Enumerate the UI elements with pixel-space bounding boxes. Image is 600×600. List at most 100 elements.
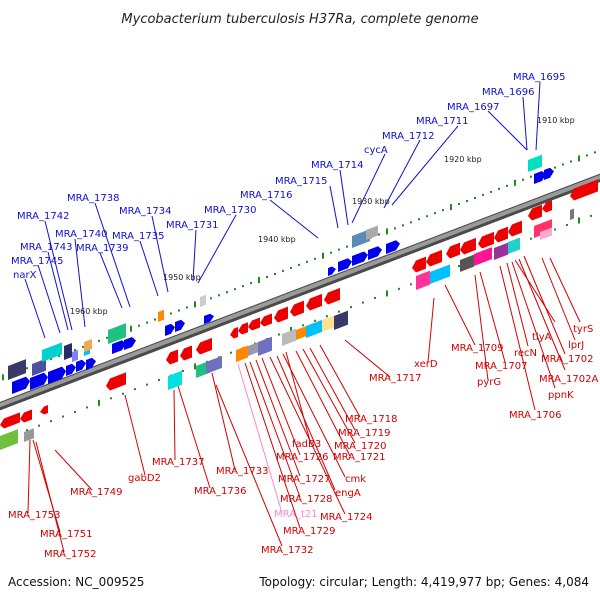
gene-box[interactable] xyxy=(24,428,34,442)
gene-box[interactable] xyxy=(32,358,46,376)
gene-label-mra-1696[interactable]: MRA_1696 xyxy=(482,87,534,98)
gene-box[interactable] xyxy=(570,208,574,220)
gene-label-enga[interactable]: engA xyxy=(335,488,361,499)
gene-label-xerd[interactable]: xerD xyxy=(414,359,438,370)
gene-label-mra-1737[interactable]: MRA_1737 xyxy=(152,457,204,468)
gene-label-mra-1717[interactable]: MRA_1717 xyxy=(369,373,421,384)
gene-label-mra-1719[interactable]: MRA_1719 xyxy=(338,428,390,439)
gene-arrow[interactable] xyxy=(238,322,248,335)
gene-box[interactable] xyxy=(0,429,18,450)
gene-label-mra-1742[interactable]: MRA_1742 xyxy=(17,211,69,222)
gene-arrow[interactable] xyxy=(306,293,322,311)
gene-label-mra-1751[interactable]: MRA_1751 xyxy=(40,529,92,540)
gene-label-mra-1695[interactable]: MRA_1695 xyxy=(513,72,565,83)
gene-label-pyrg[interactable]: pyrG xyxy=(477,377,501,388)
gene-arrow[interactable] xyxy=(426,249,442,267)
gene-arrow[interactable] xyxy=(175,319,185,332)
gene-box[interactable] xyxy=(72,349,78,362)
gene-label-mra-1739[interactable]: MRA_1739 xyxy=(76,243,128,254)
gene-label-mra-1740[interactable]: MRA_1740 xyxy=(55,229,107,240)
gene-arrow[interactable] xyxy=(508,220,522,237)
gene-arrow[interactable] xyxy=(112,340,126,354)
gene-label-mra-1749[interactable]: MRA_1749 xyxy=(70,487,122,498)
gene-arrow[interactable] xyxy=(196,337,212,355)
gene-box[interactable] xyxy=(84,338,92,352)
gene-label-recn[interactable]: recN xyxy=(514,348,537,359)
gene-box[interactable] xyxy=(158,309,164,322)
gene-label-mra-1727[interactable]: MRA_1727 xyxy=(278,474,330,485)
gene-label-mra-1707[interactable]: MRA_1707 xyxy=(475,361,527,372)
gene-label-mra-1733[interactable]: MRA_1733 xyxy=(216,466,268,477)
gene-label-mra-1735[interactable]: MRA_1735 xyxy=(112,231,164,242)
gene-arrow[interactable] xyxy=(260,313,272,327)
gene-label-mra-1712[interactable]: MRA_1712 xyxy=(382,131,434,142)
gene-box[interactable] xyxy=(84,349,90,356)
gene-label-mra-1734[interactable]: MRA_1734 xyxy=(119,206,171,217)
gene-label-mra-1738[interactable]: MRA_1738 xyxy=(67,193,119,204)
gene-arrow[interactable] xyxy=(20,409,32,423)
gene-label-tlya[interactable]: tlyA xyxy=(532,332,552,343)
gene-label-mra-1697[interactable]: MRA_1697 xyxy=(447,102,499,113)
gene-label-mra-1753[interactable]: MRA_1753 xyxy=(8,510,60,521)
gene-arrow[interactable] xyxy=(86,357,96,370)
gene-box[interactable] xyxy=(540,227,552,240)
gene-label-mra-1736[interactable]: MRA_1736 xyxy=(194,486,246,497)
gene-label-mra-1720[interactable]: MRA_1720 xyxy=(334,441,386,452)
gene-arrow[interactable] xyxy=(544,167,554,180)
gene-label-gabd2[interactable]: gabD2 xyxy=(128,473,161,484)
gene-box[interactable] xyxy=(200,294,206,307)
gene-box[interactable] xyxy=(494,242,508,260)
gene-box[interactable] xyxy=(42,342,62,362)
gene-arrow[interactable] xyxy=(106,372,126,391)
gene-box[interactable] xyxy=(296,326,306,340)
gene-label-mra-t21[interactable]: MRA_t21 xyxy=(274,509,318,520)
gene-label-mra-1714[interactable]: MRA_1714 xyxy=(311,160,363,171)
gene-label-mra-1752[interactable]: MRA_1752 xyxy=(44,549,96,560)
gene-arrow[interactable] xyxy=(528,204,542,221)
gene-arrow[interactable] xyxy=(570,179,598,201)
gene-box[interactable] xyxy=(416,270,430,290)
gene-label-mra-1743[interactable]: MRA_1743 xyxy=(20,242,72,253)
gene-box[interactable] xyxy=(460,254,474,272)
gene-box[interactable] xyxy=(508,237,520,254)
gene-arrow[interactable] xyxy=(165,323,175,336)
gene-box[interactable] xyxy=(334,310,348,330)
gene-label-mra-1706[interactable]: MRA_1706 xyxy=(509,410,561,421)
gene-arrow[interactable] xyxy=(478,231,494,249)
gene-arrow[interactable] xyxy=(534,170,546,184)
gene-box[interactable] xyxy=(534,219,552,238)
gene-arrow[interactable] xyxy=(324,287,340,305)
gene-label-mra-1721[interactable]: MRA_1721 xyxy=(333,452,385,463)
gene-label-mra-1731[interactable]: MRA_1731 xyxy=(166,220,218,231)
gene-label-fadb3[interactable]: fadB3 xyxy=(292,439,321,450)
gene-label-mra-1718[interactable]: MRA_1718 xyxy=(345,414,397,425)
gene-box[interactable] xyxy=(366,225,378,240)
gene-arrow[interactable] xyxy=(368,246,382,260)
gene-arrow[interactable] xyxy=(66,363,76,376)
gene-label-lprj[interactable]: lprJ xyxy=(568,340,584,351)
gene-arrow[interactable] xyxy=(166,349,178,365)
gene-box[interactable] xyxy=(258,336,272,356)
gene-arrow[interactable] xyxy=(338,258,352,272)
gene-arrow[interactable] xyxy=(0,412,20,429)
gene-label-mra-1728[interactable]: MRA_1728 xyxy=(280,494,332,505)
gene-arrow[interactable] xyxy=(12,376,30,394)
gene-arrow[interactable] xyxy=(30,372,48,390)
gene-arrow[interactable] xyxy=(328,266,336,276)
gene-box[interactable] xyxy=(206,355,222,374)
gene-label-mra-1745[interactable]: MRA_1745 xyxy=(11,256,63,267)
gene-box[interactable] xyxy=(322,315,334,332)
gene-label-mra-1724[interactable]: MRA_1724 xyxy=(320,512,372,523)
gene-box[interactable] xyxy=(352,229,370,248)
gene-label-cyca[interactable]: cycA xyxy=(364,145,388,156)
gene-box[interactable] xyxy=(528,154,542,172)
gene-arrow[interactable] xyxy=(460,237,476,255)
gene-arrow[interactable] xyxy=(76,359,86,372)
gene-arrow[interactable] xyxy=(412,256,426,273)
gene-label-cmk[interactable]: cmk xyxy=(345,474,366,485)
gene-label-mra-1709[interactable]: MRA_1709 xyxy=(451,343,503,354)
gene-box[interactable] xyxy=(64,342,72,360)
gene-arrow[interactable] xyxy=(494,226,508,243)
gene-arrow[interactable] xyxy=(230,326,238,339)
gene-arrow[interactable] xyxy=(386,240,400,254)
